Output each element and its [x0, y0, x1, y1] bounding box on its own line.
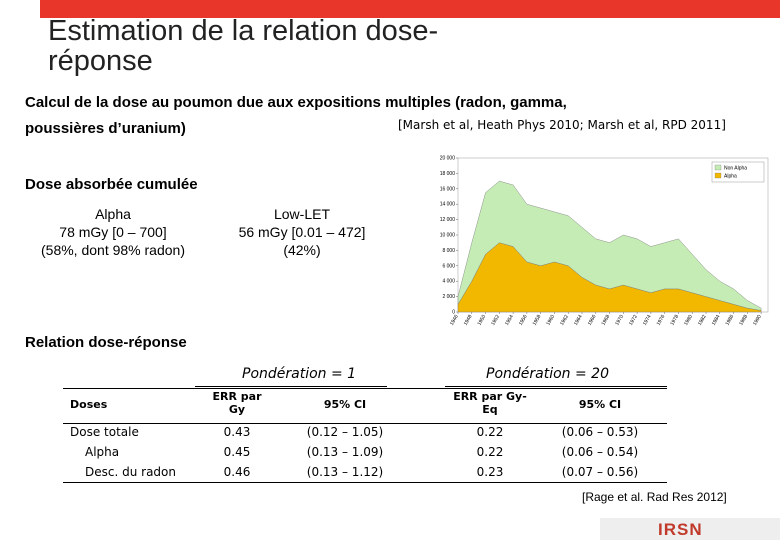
y-tick-label: 2 000: [442, 294, 455, 300]
label: Alpha: [95, 206, 131, 222]
table-cell: Dose totale: [70, 425, 139, 439]
section-heading: Dose absorbée cumulée: [25, 176, 198, 193]
top-bar: [40, 0, 780, 18]
table-cell: Desc. du radon: [85, 465, 176, 479]
label: 56 mGy [0.01 – 472]: [238, 224, 366, 240]
area: [457, 180, 762, 311]
logo: IRSN: [658, 520, 703, 539]
section-heading: Relation dose-réponse: [25, 334, 187, 351]
reference: [Rage et al. Rad Res 2012]: [582, 490, 727, 504]
table-cell: 0.23: [476, 465, 504, 479]
x-tick-label: 1958: [532, 314, 543, 327]
x-tick-label: 1948: [463, 314, 474, 327]
label: 78 mGy [0 – 700]: [59, 224, 167, 240]
y-tick-label: 6 000: [442, 263, 455, 269]
footer-band: [600, 518, 780, 540]
table-cell: 0.45: [223, 445, 251, 459]
table-cell: 0.22: [476, 425, 504, 439]
title-line: Estimation de la relation dose-: [48, 15, 439, 47]
table-cell: 0.46: [223, 465, 251, 479]
legend-swatch: [714, 164, 722, 171]
table-cell: (0.13 – 1.09): [306, 445, 384, 459]
rule: [195, 386, 387, 387]
x-tick-label: 1954: [504, 314, 515, 327]
column-header: Doses: [70, 398, 108, 411]
x-tick-label: 1968: [601, 314, 612, 327]
x-tick-label: 1974: [642, 314, 653, 327]
lowlet-dose: Low-LET 56 mGy [0.01 – 472] (42%): [212, 205, 392, 259]
table-cell: (0.06 – 0.53): [561, 425, 639, 439]
x-tick-label: 1952: [490, 314, 501, 327]
x-tick-label: 1966: [587, 314, 598, 327]
column-header: 95% CI: [578, 398, 622, 411]
y-tick-label: 10 000: [440, 233, 456, 239]
table-cell: (0.07 – 0.56): [561, 465, 639, 479]
y-tick-label: 14 000: [440, 202, 456, 208]
x-tick-label: 1978: [669, 314, 680, 327]
legend-label: Non Alpha: [724, 166, 747, 172]
subtitle: poussières d’uranium): [25, 120, 186, 137]
legend-swatch: [714, 172, 722, 179]
x-tick-label: 1962: [559, 314, 570, 327]
y-tick-label: 8 000: [442, 248, 455, 254]
x-tick-label: 1982: [697, 314, 708, 327]
x-tick-label: 1970: [614, 314, 625, 327]
column-header: 95% CI: [323, 398, 367, 411]
legend-box: [711, 161, 765, 183]
table-cell: (0.12 – 1.05): [306, 425, 384, 439]
rule: [63, 482, 667, 483]
rule: [445, 386, 667, 387]
table-cell: 0.22: [476, 445, 504, 459]
table-cell: Alpha: [85, 445, 120, 459]
citation: [Marsh et al, Heath Phys 2010; Marsh et …: [398, 118, 726, 132]
subtitle: Calcul de la dose au poumon due aux expo…: [25, 94, 567, 111]
x-tick-label: 1964: [573, 314, 584, 327]
group-header: Pondération = 1: [242, 366, 357, 382]
label: (58%, dont 98% radon): [41, 242, 185, 258]
y-tick-label: 20 000: [440, 156, 456, 162]
table-cell: 0.43: [223, 425, 251, 439]
x-tick-label: 1950: [477, 314, 488, 327]
title: Estimation de la relation dose- réponse: [48, 16, 438, 76]
area-chart: 0 2 000 4 000 6 000 8 000 10 000 12 000 14 000 1…: [440, 156, 769, 327]
rule: [63, 388, 667, 389]
x-tick-label: 1990: [752, 314, 763, 327]
y-tick-label: 16 000: [440, 186, 456, 192]
x-tick-label: 1972: [628, 314, 639, 327]
x-tick-label: 1946: [449, 314, 460, 327]
y-tick-label: 4 000: [442, 279, 455, 285]
x-tick-label: 1960: [545, 314, 556, 327]
label: (42%): [283, 242, 321, 258]
table-cell: (0.13 – 1.12): [306, 465, 384, 479]
x-tick-label: 1980: [683, 314, 694, 327]
group-header: Pondération = 20: [486, 366, 609, 382]
alpha-dose: Alpha 78 mGy [0 – 700] (58%, dont 98% ra…: [20, 205, 206, 259]
label: Low-LET: [273, 206, 331, 222]
x-tick-label: 1984: [711, 314, 722, 327]
title-line: réponse: [48, 45, 153, 77]
x-tick-label: 1988: [738, 314, 749, 327]
column-header: ERR par Gy: [212, 390, 262, 416]
legend-label: Alpha: [724, 174, 737, 180]
rule: [63, 423, 667, 424]
x-tick-label: 1986: [725, 314, 736, 327]
y-tick-label: 0: [452, 310, 455, 316]
x-tick-label: 1956: [518, 314, 529, 327]
column-header: ERR par Gy-Eq: [453, 390, 527, 416]
table-cell: (0.06 – 0.54): [561, 445, 639, 459]
y-tick-label: 12 000: [440, 217, 456, 223]
x-tick-label: 1976: [656, 314, 667, 327]
y-tick-label: 18 000: [440, 171, 456, 177]
